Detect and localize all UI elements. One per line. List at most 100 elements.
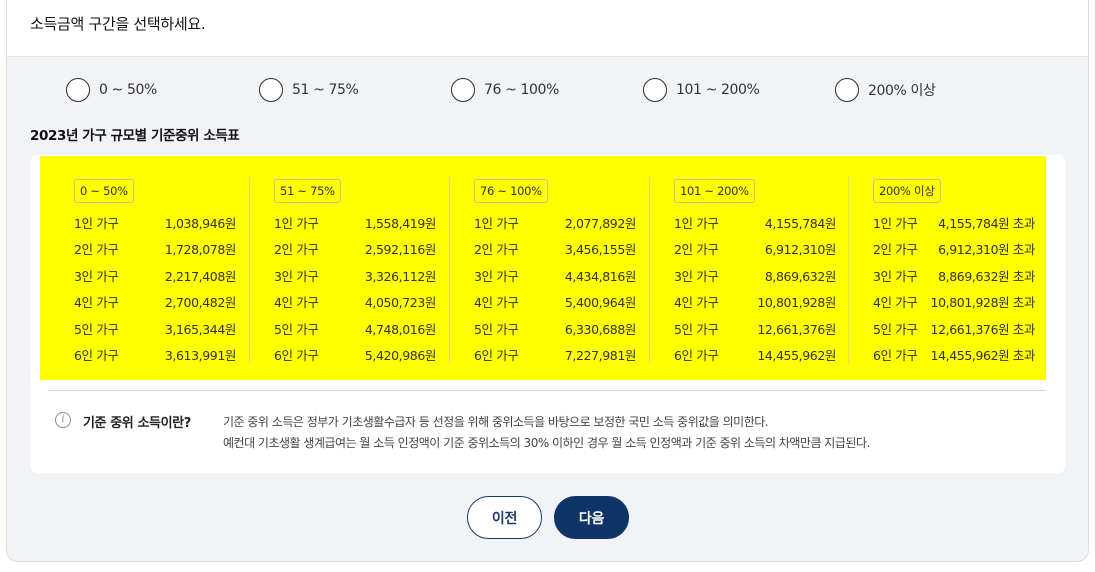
radio-label[interactable]: 200% 이상 [868,83,936,99]
household-size: 6인 가구 [74,347,119,363]
table-row: 1인 가구 1,558,419원 [274,209,436,235]
household-size: 1인 가구 [274,215,319,231]
income-amount: 1,038,946원 [164,215,237,231]
table-row: 2인 가구 1,728,078원 [74,235,236,261]
table-row: 6인 가구 7,227,981원 [474,341,636,367]
income-amount: 10,801,928원 초과 [930,294,1036,310]
household-size: 3인 가구 [674,268,719,284]
household-size: 3인 가구 [274,268,319,284]
income-table-card: 0 ~ 50% 1인 가구 1,038,946원 2인 가구 1,728,078원 … [30,155,1066,473]
household-size: 1인 가구 [74,215,119,231]
radio-label[interactable]: 51 ~ 75% [292,82,359,98]
table-row: 5인 가구 12,661,376원 [674,315,836,341]
table-row: 2인 가구 6,912,310원 [674,235,836,261]
income-amount: 2,077,892원 [564,215,637,231]
household-size: 5인 가구 [873,321,918,337]
table-row: 6인 가구 3,613,991원 [74,341,236,367]
table-row: 6인 가구 14,455,962원 초과 [873,341,1035,367]
household-size: 3인 가구 [474,268,519,284]
radio-circle-icon[interactable] [835,78,859,102]
household-size: 5인 가구 [474,321,519,337]
household-size: 4인 가구 [274,294,319,310]
income-amount: 1,558,419원 [364,215,437,231]
range-badge: 51 ~ 75% [274,179,341,203]
radio-circle-icon[interactable] [66,78,90,102]
income-column-200-over: 200% 이상 1인 가구 4,155,784원 초과 2인 가구 6,912,31… [873,179,1035,369]
household-size: 6인 가구 [274,347,319,363]
table-row: 2인 가구 3,456,155원 [474,235,636,261]
income-amount: 6,330,688원 [564,321,637,337]
column-divider [249,177,250,363]
table-row: 4인 가구 10,801,928원 [674,288,836,314]
income-amount: 3,613,991원 [164,347,237,363]
radio-circle-icon[interactable] [259,78,283,102]
household-size: 4인 가구 [674,294,719,310]
table-row: 4인 가구 5,400,964원 [474,288,636,314]
income-amount: 6,912,310원 [764,241,837,257]
household-size: 6인 가구 [474,347,519,363]
section-divider [49,390,1046,391]
table-row: 3인 가구 4,434,816원 [474,262,636,288]
range-badge: 0 ~ 50% [74,179,134,203]
income-amount: 10,801,928원 [757,294,836,310]
table-row: 2인 가구 6,912,310원 초과 [873,235,1035,261]
household-size: 2인 가구 [74,241,119,257]
income-range-radio-group: 0 ~ 50% 51 ~ 75% 76 ~ 100% 101 ~ 200% 20… [7,57,1088,125]
range-badge: 101 ~ 200% [674,179,755,203]
household-size: 6인 가구 [674,347,719,363]
income-amount: 5,400,964원 [564,294,637,310]
table-row: 5인 가구 3,165,344원 [74,315,236,341]
column-divider [449,177,450,363]
household-size: 1인 가구 [674,215,719,231]
info-icon: i [55,412,71,428]
household-size: 2인 가구 [674,241,719,257]
income-amount: 8,869,632원 [764,268,837,284]
radio-circle-icon[interactable] [451,78,475,102]
table-row: 6인 가구 5,420,986원 [274,341,436,367]
info-title: 기준 중위 소득이란? [83,416,191,431]
column-divider [649,177,650,363]
income-amount: 2,217,408원 [164,268,237,284]
table-row: 2인 가구 2,592,116원 [274,235,436,261]
table-row: 5인 가구 4,748,016원 [274,315,436,341]
info-description-line: 예컨대 기초생활 생계급여는 월 소득 인정액이 기준 중위소득의 30% 이하… [223,436,870,450]
radio-0-50[interactable]: 0 ~ 50% [66,78,157,102]
income-column-101-200: 101 ~ 200% 1인 가구 4,155,784원 2인 가구 6,912,31… [674,179,836,369]
next-button[interactable]: 다음 [554,496,629,539]
income-column-51-75: 51 ~ 75% 1인 가구 1,558,419원 2인 가구 2,592,116원… [274,179,436,369]
income-amount: 12,661,376원 초과 [930,321,1036,337]
household-size: 2인 가구 [474,241,519,257]
income-amount: 4,050,723원 [364,294,437,310]
radio-label[interactable]: 0 ~ 50% [99,82,157,98]
income-amount: 3,326,112원 [364,268,437,284]
radio-label[interactable]: 76 ~ 100% [484,82,559,98]
page-title: 소득금액 구간을 선택하세요. [30,15,206,33]
income-amount: 14,455,962원 [757,347,836,363]
income-amount: 4,434,816원 [564,268,637,284]
income-amount: 7,227,981원 [564,347,637,363]
income-amount: 12,661,376원 [757,321,836,337]
household-size: 4인 가구 [74,294,119,310]
table-row: 4인 가구 4,050,723원 [274,288,436,314]
prev-button[interactable]: 이전 [467,496,542,539]
table-row: 5인 가구 6,330,688원 [474,315,636,341]
info-description: 기준 중위 소득은 정부가 기초생활수급자 등 선정을 위해 중위소득을 바탕으… [223,412,870,454]
table-row: 3인 가구 3,326,112원 [274,262,436,288]
radio-76-100[interactable]: 76 ~ 100% [451,78,559,102]
radio-101-200[interactable]: 101 ~ 200% [643,78,760,102]
household-size: 3인 가구 [74,268,119,284]
table-row: 5인 가구 12,661,376원 초과 [873,315,1035,341]
income-amount: 5,420,986원 [364,347,437,363]
radio-circle-icon[interactable] [643,78,667,102]
radio-51-75[interactable]: 51 ~ 75% [259,78,359,102]
household-size: 1인 가구 [474,215,519,231]
info-description-line: 기준 중위 소득은 정부가 기초생활수급자 등 선정을 위해 중위소득을 바탕으… [223,415,769,429]
radio-label[interactable]: 101 ~ 200% [676,82,760,98]
income-column-76-100: 76 ~ 100% 1인 가구 2,077,892원 2인 가구 3,456,155… [474,179,636,369]
income-amount: 14,455,962원 초과 [930,347,1036,363]
table-row: 4인 가구 10,801,928원 초과 [873,288,1035,314]
range-badge: 200% 이상 [873,179,941,203]
column-divider [848,177,849,363]
radio-200-over[interactable]: 200% 이상 [835,78,936,102]
income-amount: 2,592,116원 [364,241,437,257]
